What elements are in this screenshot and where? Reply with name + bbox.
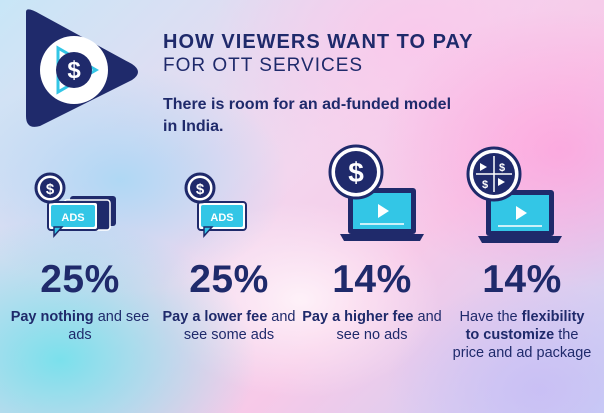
stat-description: Pay nothing and see ads bbox=[10, 309, 150, 343]
stat-flexibility: 14% Have the flexibility to customize th… bbox=[452, 258, 592, 362]
stat-description: Pay a higher fee and see no ads bbox=[302, 309, 442, 343]
page-title: HOW VIEWERS WANT TO PAY bbox=[163, 31, 474, 53]
stat-value: 14% bbox=[482, 258, 562, 301]
stat-value: 14% bbox=[332, 258, 412, 301]
stat-pay-nothing: 25% Pay nothing and see ads bbox=[10, 258, 150, 344]
stat-pay-lower-fee: 25% Pay a lower fee and see some ads bbox=[159, 258, 299, 344]
ads-label-1: ADS bbox=[61, 212, 84, 224]
svg-text:$: $ bbox=[499, 162, 505, 174]
play-dollar-icon: $ bbox=[26, 9, 138, 127]
stat-value: 25% bbox=[189, 258, 269, 301]
intro-text: There is room for an ad-funded model in … bbox=[163, 96, 452, 135]
dollar-ads-bubble-icon: ADS $ bbox=[184, 172, 247, 238]
flexible-payment-laptop-icon: $ $ bbox=[466, 146, 562, 243]
svg-text:$: $ bbox=[348, 157, 364, 188]
svg-text:$: $ bbox=[67, 57, 81, 84]
svg-text:$: $ bbox=[482, 179, 488, 191]
page-subtitle: FOR OTT SERVICES bbox=[163, 55, 364, 76]
ads-label-2: ADS bbox=[210, 212, 233, 224]
svg-text:$: $ bbox=[46, 181, 55, 198]
dollar-laptop-icon: $ bbox=[328, 144, 424, 241]
stat-description: Pay a lower fee and see some ads bbox=[162, 309, 296, 343]
stat-description: Have the flexibility to customize the pr… bbox=[452, 309, 592, 361]
stat-pay-higher-fee: 14% Pay a higher fee and see no ads bbox=[302, 258, 442, 344]
stat-value: 25% bbox=[40, 258, 120, 301]
svg-text:$: $ bbox=[196, 181, 205, 198]
ads-chat-bubbles-icon: ADS $ bbox=[34, 172, 116, 238]
